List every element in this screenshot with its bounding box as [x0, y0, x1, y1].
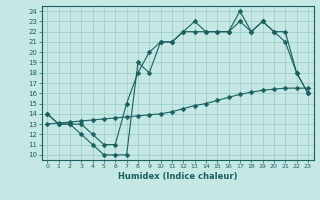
X-axis label: Humidex (Indice chaleur): Humidex (Indice chaleur): [118, 172, 237, 181]
